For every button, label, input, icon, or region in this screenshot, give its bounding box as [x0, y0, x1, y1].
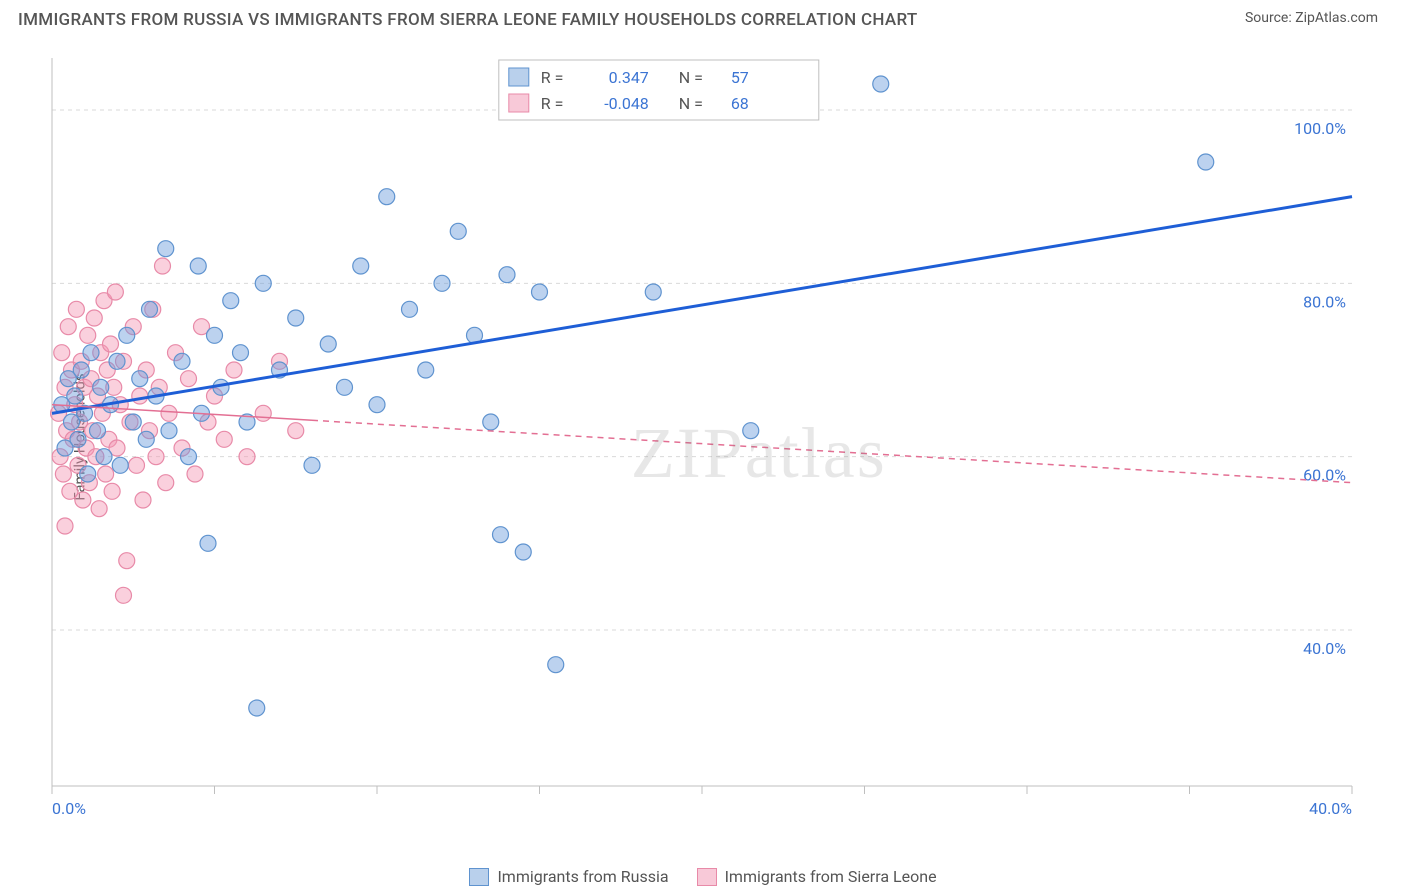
source-attribution: Source: ZipAtlas.com — [1245, 10, 1378, 26]
source-prefix: Source: — [1245, 10, 1295, 26]
swatch-sierraleone — [697, 868, 717, 886]
swatch-russia — [469, 868, 489, 886]
svg-text:R =: R = — [541, 68, 564, 87]
svg-text:N =: N = — [679, 94, 703, 113]
svg-text:40.0%: 40.0% — [1303, 639, 1346, 658]
svg-text:0.347: 0.347 — [609, 68, 649, 87]
svg-text:-0.048: -0.048 — [604, 94, 649, 113]
legend-item-russia: Immigrants from Russia — [469, 867, 668, 886]
svg-text:0.0%: 0.0% — [52, 799, 86, 818]
source-link[interactable]: ZipAtlas.com — [1295, 10, 1378, 26]
chart-title: IMMIGRANTS FROM RUSSIA VS IMMIGRANTS FRO… — [18, 10, 918, 30]
chart-container: Family Households 0.0%40.0%40.0%60.0%80.… — [50, 52, 1370, 822]
svg-text:57: 57 — [731, 68, 749, 87]
svg-text:80.0%: 80.0% — [1303, 292, 1346, 311]
svg-text:R =: R = — [541, 94, 564, 113]
legend-label-sierraleone: Immigrants from Sierra Leone — [725, 867, 937, 886]
svg-text:100.0%: 100.0% — [1294, 119, 1346, 138]
svg-text:68: 68 — [731, 94, 749, 113]
scatter-plot: 0.0% 40.0% 40.0% 60.0% 80.0% 100.0% R = 0.347 N … — [50, 52, 1370, 822]
svg-text:N =: N = — [679, 68, 703, 87]
svg-text:40.0%: 40.0% — [1309, 799, 1352, 818]
bottom-legend: Immigrants from Russia Immigrants from S… — [0, 867, 1406, 886]
legend-item-sierraleone: Immigrants from Sierra Leone — [697, 867, 937, 886]
svg-text:60.0%: 60.0% — [1303, 466, 1346, 485]
legend-label-russia: Immigrants from Russia — [497, 867, 668, 886]
